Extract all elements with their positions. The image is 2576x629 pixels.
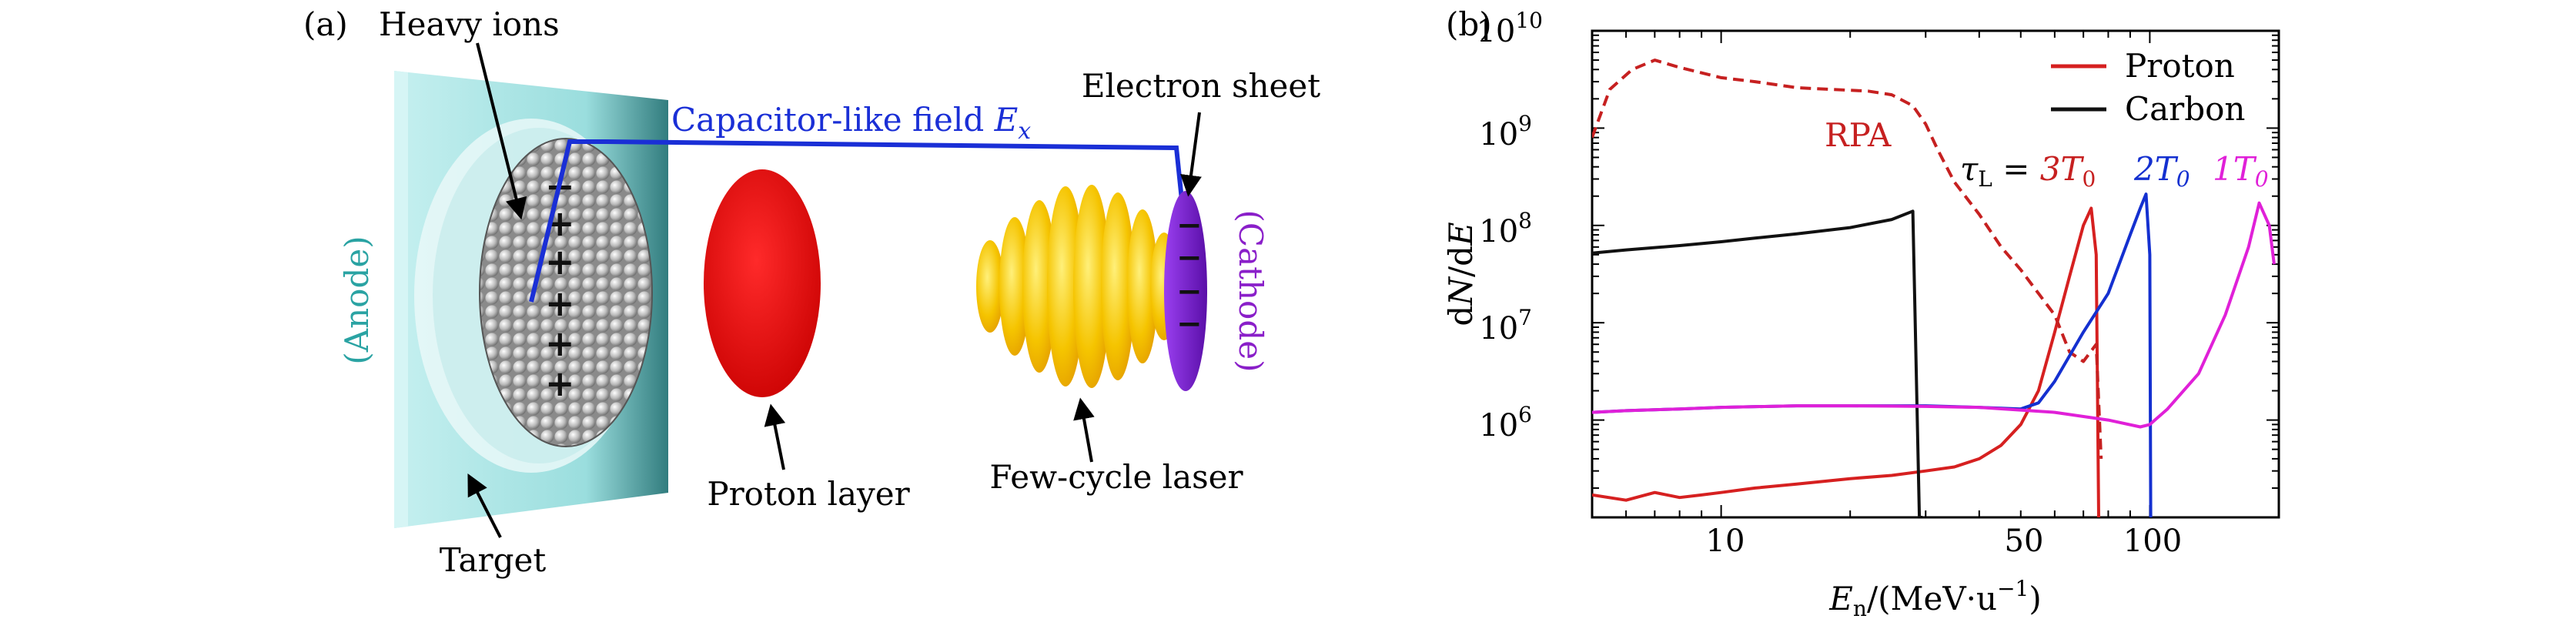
laser-arrow — [1073, 397, 1095, 463]
y-axis-label: dN/dE — [1442, 222, 1480, 326]
y-tick-label: 109 — [1479, 111, 1532, 152]
panel-a: (a) Heavy ions − + + + + + (Anode) Capac… — [303, 5, 1320, 579]
minus-charge: − — [1176, 240, 1203, 276]
plus-charge: + — [545, 241, 575, 283]
target-label: Target — [440, 541, 547, 579]
legend-proton-label: Proton — [2125, 47, 2235, 85]
proton-layer-arrow — [764, 403, 786, 470]
cathode-label: (Cathode) — [1232, 210, 1270, 373]
rpa-annotation: RPA — [1825, 116, 1892, 154]
minus-charge: − — [1176, 208, 1203, 243]
few-cycle-laser — [976, 185, 1178, 388]
plot-curves — [1592, 59, 2276, 517]
minus-charge: − — [1176, 274, 1203, 309]
target-arrow — [467, 473, 502, 538]
axis-ticks — [1591, 30, 2280, 518]
series-line-2t0 — [1592, 192, 2153, 517]
y-tick-label: 106 — [1479, 402, 1532, 443]
series-line-proton — [1592, 206, 2100, 517]
y-tick-label: 1010 — [1476, 8, 1543, 49]
electron-sheet-label: Electron sheet — [1082, 67, 1320, 105]
1t0-annotation: 1T0 — [2213, 150, 2269, 192]
legend: Proton Carbon — [2051, 47, 2245, 128]
few-cycle-laser-label: Few-cycle laser — [989, 458, 1243, 496]
x-tick-labels: 10 50 100 — [1706, 524, 2183, 559]
electron-sheet — [1164, 191, 1207, 391]
electron-charges: − − − − — [1176, 208, 1203, 342]
x-tick-label: 100 — [2123, 524, 2182, 559]
heavy-ions-arrow — [476, 42, 527, 220]
heavy-ions-label: Heavy ions — [379, 5, 560, 43]
capacitor-field-label: Capacitor-like field Ex — [671, 101, 1031, 145]
plus-charge: + — [545, 363, 575, 404]
x-tick-label: 50 — [2005, 524, 2044, 559]
plus-charge: + — [545, 283, 575, 324]
plot-frame — [1591, 29, 2280, 519]
electron-sheet-arrow — [1180, 112, 1202, 197]
x-axis-label: En/(MeV·u−1) — [1828, 576, 2042, 621]
ion-charges: − + + + + + — [545, 166, 575, 404]
2t0-annotation: 2T0 — [2133, 150, 2190, 192]
anode-label: (Anode) — [338, 236, 376, 364]
legend-carbon-label: Carbon — [2125, 90, 2245, 128]
panel-b-tag: (b) — [1446, 5, 1492, 43]
y-tick-label: 107 — [1479, 305, 1532, 346]
proton-layer-label: Proton layer — [707, 475, 910, 513]
minus-charge: − — [1176, 306, 1203, 342]
series-line-carbon — [1592, 209, 1923, 517]
proton-layer — [704, 169, 821, 397]
panel-b: (b) 1010 109 108 107 106 10 50 100 dN/dE… — [1442, 5, 2280, 621]
tau-annotation: τL = 3T0 — [1960, 150, 2096, 192]
plus-charge: + — [545, 323, 575, 364]
series-line-1t0 — [1592, 201, 2276, 429]
y-tick-labels: 1010 109 108 107 106 — [1476, 8, 1543, 443]
x-tick-label: 10 — [1706, 524, 1745, 559]
panel-a-tag: (a) — [303, 5, 348, 43]
series-line-rpa — [1592, 59, 2103, 459]
y-tick-label: 108 — [1479, 208, 1532, 249]
